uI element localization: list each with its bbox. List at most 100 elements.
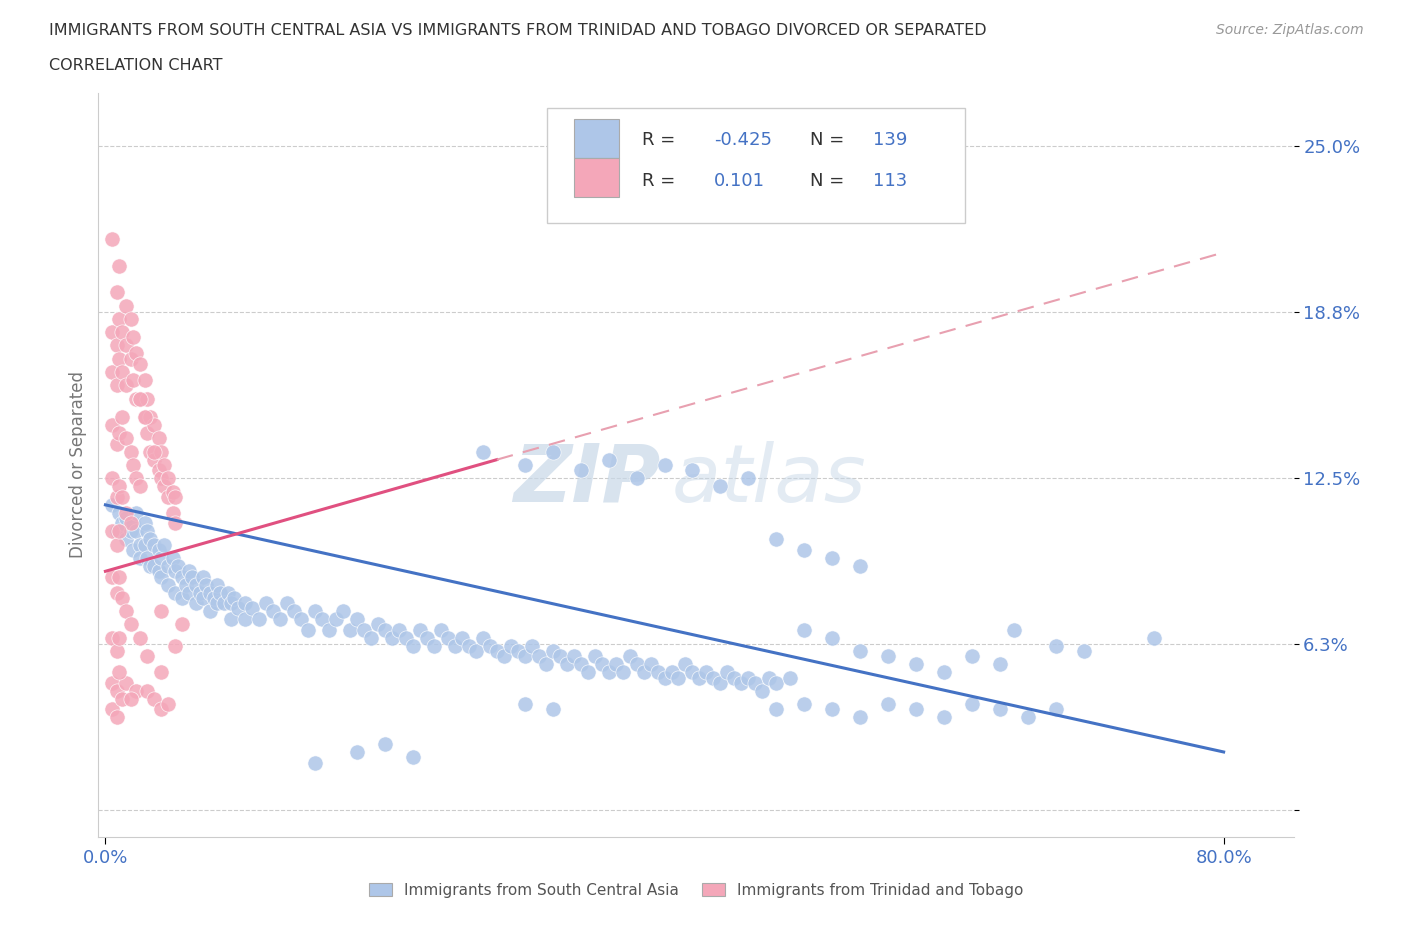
Point xyxy=(136,392,159,406)
Point xyxy=(136,426,159,441)
Point xyxy=(143,559,166,574)
Point xyxy=(162,551,184,565)
Point xyxy=(150,551,173,565)
Point xyxy=(290,612,312,627)
Point xyxy=(193,569,215,584)
Point xyxy=(136,649,159,664)
Point xyxy=(207,596,229,611)
Point xyxy=(162,505,184,520)
Point xyxy=(115,378,138,392)
Point xyxy=(122,373,145,388)
Point xyxy=(716,665,738,680)
Text: Source: ZipAtlas.com: Source: ZipAtlas.com xyxy=(1216,23,1364,37)
Point xyxy=(165,516,187,531)
Point xyxy=(157,489,180,504)
Point xyxy=(150,604,173,618)
Point xyxy=(143,538,166,552)
Point xyxy=(262,604,284,618)
Point xyxy=(105,524,128,538)
Point xyxy=(821,631,844,645)
Point xyxy=(150,445,173,459)
Point xyxy=(108,569,131,584)
Point xyxy=(254,596,277,611)
Point xyxy=(548,649,571,664)
Point xyxy=(849,644,872,658)
Point xyxy=(125,471,148,485)
Point xyxy=(520,638,543,653)
Point xyxy=(115,532,138,547)
Point xyxy=(101,471,124,485)
Point xyxy=(276,596,298,611)
Point xyxy=(122,516,145,531)
Point xyxy=(129,538,152,552)
Point xyxy=(108,665,131,680)
Point xyxy=(101,232,124,246)
Point xyxy=(120,524,142,538)
Point xyxy=(304,604,326,618)
Point xyxy=(478,638,501,653)
Text: 113: 113 xyxy=(873,172,907,190)
Point xyxy=(200,604,222,618)
Point xyxy=(576,665,599,680)
Point xyxy=(108,524,131,538)
Point xyxy=(562,649,585,664)
Point xyxy=(619,649,641,664)
Point xyxy=(101,418,124,432)
Point xyxy=(821,702,844,717)
Point xyxy=(190,585,212,600)
Point xyxy=(318,622,340,637)
Point xyxy=(709,675,731,690)
FancyBboxPatch shape xyxy=(547,108,965,223)
Point xyxy=(165,489,187,504)
Point xyxy=(471,445,494,459)
Point xyxy=(527,649,550,664)
Point xyxy=(105,585,128,600)
Point xyxy=(217,585,239,600)
Point xyxy=(101,524,124,538)
Point xyxy=(932,665,955,680)
Point xyxy=(1143,631,1166,645)
Point xyxy=(108,479,131,494)
Point xyxy=(120,445,142,459)
Point xyxy=(591,657,613,671)
Point xyxy=(444,638,467,653)
Point xyxy=(339,622,361,637)
Point xyxy=(111,325,134,339)
Point xyxy=(325,612,347,627)
Point xyxy=(139,410,162,425)
Point xyxy=(457,638,479,653)
Point xyxy=(148,431,170,445)
Point xyxy=(388,622,411,637)
Point xyxy=(905,702,928,717)
Point xyxy=(157,559,180,574)
Point xyxy=(988,657,1011,671)
Point xyxy=(129,479,152,494)
Point xyxy=(416,631,439,645)
Point xyxy=(793,542,815,557)
Point xyxy=(744,675,766,690)
Point xyxy=(534,657,557,671)
Text: -0.425: -0.425 xyxy=(714,131,772,149)
Point xyxy=(120,352,142,366)
Point xyxy=(1002,622,1025,637)
Point xyxy=(758,671,780,685)
Point xyxy=(661,665,683,680)
Point xyxy=(134,410,156,425)
Point xyxy=(101,675,124,690)
Point xyxy=(430,622,453,637)
Point xyxy=(111,489,134,504)
Point xyxy=(450,631,472,645)
Point xyxy=(381,631,404,645)
Point xyxy=(222,591,245,605)
Point xyxy=(172,569,194,584)
Point xyxy=(751,684,773,698)
Point xyxy=(702,671,724,685)
Point xyxy=(723,671,745,685)
Point xyxy=(423,638,446,653)
Point xyxy=(111,516,134,531)
Point xyxy=(111,365,134,379)
Point xyxy=(122,458,145,472)
Point xyxy=(193,591,215,605)
Point xyxy=(136,551,159,565)
Point xyxy=(765,702,787,717)
